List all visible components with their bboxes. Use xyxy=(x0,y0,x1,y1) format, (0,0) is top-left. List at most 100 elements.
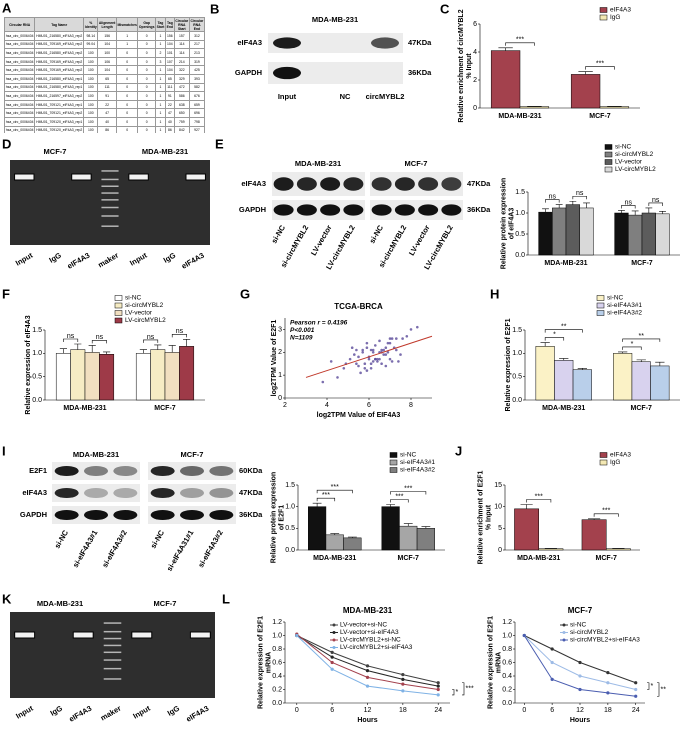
y-tick-label: 0 xyxy=(473,105,477,112)
ladder-band xyxy=(103,630,122,633)
error-bar xyxy=(555,204,563,208)
y-tick-label: 1.5 xyxy=(515,189,525,196)
table-cell: HMU01_709120_eIF4A3_rep1 xyxy=(34,116,85,127)
point xyxy=(342,366,346,370)
error-bar xyxy=(386,504,396,507)
bar xyxy=(514,508,540,551)
panel-letter: J xyxy=(455,443,462,458)
y-tick-label: 0.5 xyxy=(512,374,522,381)
panel-letter: I xyxy=(2,443,6,458)
table-cell: 1 xyxy=(154,99,166,110)
y-axis-label: Relative expression of E2F1 xyxy=(505,318,512,412)
row-label: eIF4A3 xyxy=(237,38,262,47)
gel-band xyxy=(14,631,36,639)
x-tick-label: MCF-7 xyxy=(589,113,610,120)
x-tick-label: 6 xyxy=(330,707,334,714)
sig-label: *** xyxy=(395,493,403,500)
sig-bracket xyxy=(572,195,587,200)
group-label: MCF-7 xyxy=(44,147,67,156)
panel-letter: G xyxy=(240,286,250,301)
x-tick-label: 12 xyxy=(364,707,372,714)
error-bar xyxy=(645,207,653,213)
group-label: MDA-MB-231 xyxy=(295,159,341,168)
y-tick-label: 0.0 xyxy=(285,547,295,554)
legend-label: si-circMYBL2 xyxy=(570,629,609,636)
legend-label: si-NC xyxy=(125,295,142,302)
table-cell: 1 xyxy=(154,116,166,127)
sig-bracket xyxy=(621,205,636,209)
error-bar xyxy=(618,210,625,213)
legend-label: si-NC xyxy=(400,452,417,459)
y-axis-label-box: Relative enrichment of circMYBL2 % Input xyxy=(458,9,473,122)
series-point xyxy=(401,673,405,677)
blot-band xyxy=(343,177,364,191)
point xyxy=(353,353,356,356)
sig-label: * xyxy=(651,683,654,690)
point xyxy=(390,360,394,363)
ladder-band xyxy=(103,637,122,640)
y-tick-label: 0 xyxy=(278,395,282,402)
table-cell: 214 xyxy=(173,56,190,67)
panel-letter: F xyxy=(2,286,10,301)
ladder-band xyxy=(103,651,122,654)
legend-label: LV-vector+si-NC xyxy=(340,622,387,629)
point xyxy=(382,348,386,352)
point xyxy=(355,362,358,366)
table-cell: 86 xyxy=(97,125,117,133)
lane-label: Input xyxy=(14,250,35,267)
table-cell: 107 xyxy=(164,56,175,67)
table-cell: hsa_circ_0006404 xyxy=(4,91,36,101)
y-tick-label: 1.0 xyxy=(285,504,295,511)
point xyxy=(357,364,360,368)
x-tick-label: 18 xyxy=(399,707,407,714)
size-label: 47KDa xyxy=(467,179,491,188)
x-tick-label: MDA-MB-231 xyxy=(517,555,560,562)
table-header-row: Circular RNA Tag Name% Identity Alignment … xyxy=(4,17,205,32)
table-row: hsa_circ_0006404 HMU01_709121_eIF4A3_rep2… xyxy=(4,108,205,118)
series-point xyxy=(295,633,299,638)
point xyxy=(371,350,375,354)
legend-marker xyxy=(562,623,566,627)
blot-band xyxy=(113,465,138,477)
sig-bracket xyxy=(585,66,615,70)
lane-label: eIF4A3 xyxy=(66,251,92,271)
point xyxy=(405,334,409,338)
table-cell: 0 xyxy=(137,116,156,127)
panel-letter: E xyxy=(215,136,224,151)
error-bar xyxy=(631,210,639,216)
x-tick-label: 12 xyxy=(576,707,584,714)
y-tick-label: 0.5 xyxy=(515,231,525,238)
ladder-band xyxy=(101,199,119,201)
series-point xyxy=(522,633,526,638)
table-cell: 47 xyxy=(97,108,117,118)
y-tick-label: 0.5 xyxy=(32,374,42,381)
table-cell: 0 xyxy=(115,99,139,110)
table-cell: HMU01_216580_eIF4A3_rep2 xyxy=(34,31,85,41)
table-row: hsa_circ_0006404 HMU01_216580_eIF4A3_rep2… xyxy=(4,48,205,58)
error-bar xyxy=(330,533,340,535)
series-point xyxy=(436,693,440,697)
series-point xyxy=(634,681,638,685)
sig-bracket xyxy=(171,334,187,338)
bar xyxy=(325,534,344,551)
legend-label: si-eIF4A3#2 xyxy=(607,310,642,317)
bar xyxy=(416,528,435,551)
error-bar xyxy=(583,202,590,208)
legend-swatch xyxy=(389,452,398,458)
table-cell: 101 xyxy=(164,48,175,58)
point xyxy=(378,357,381,361)
table-header-cell: % Identity xyxy=(83,17,99,32)
table-cell: 0 xyxy=(137,31,156,41)
table-header-cell: Gap Openings xyxy=(137,17,156,32)
legend-swatch xyxy=(596,295,605,301)
table-cell: 156 xyxy=(164,31,175,41)
ladder-band xyxy=(101,206,119,209)
sig-bracket xyxy=(505,42,535,46)
gel-band xyxy=(128,173,149,181)
sig-label: ns xyxy=(67,333,75,340)
point xyxy=(376,357,379,361)
bar xyxy=(552,207,567,256)
row-label: GAPDH xyxy=(239,205,266,214)
error-bar xyxy=(569,200,577,205)
point xyxy=(363,366,367,370)
